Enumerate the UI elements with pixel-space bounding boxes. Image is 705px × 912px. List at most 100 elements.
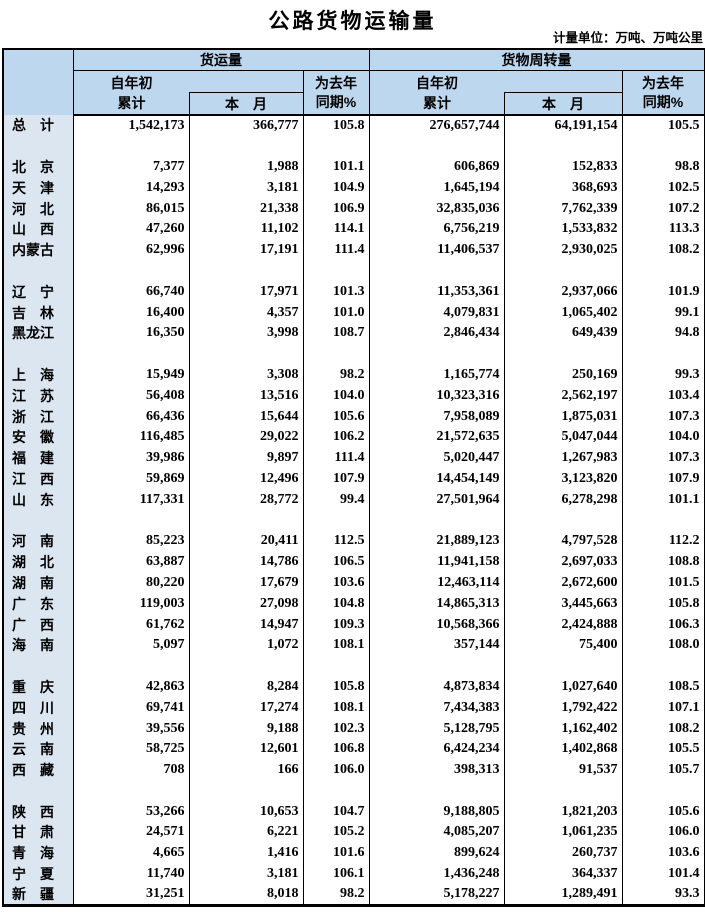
value-cell: 105.5 [668,741,700,757]
table-row: 湖 北 63,887 14,786 106.5 11,941,158 2,697,033 1… [3,551,704,573]
value-cell: 108.2 [668,720,700,736]
current-month-label: 本 月 [225,95,267,112]
value-cell: 103.6 [668,845,700,861]
value-cell: 1,165,774 [369,364,505,386]
value-cell: 152,833 [504,156,623,178]
province-cell: 广 西 [3,614,74,635]
spacer-row [3,135,704,157]
province-cell: 总 计 [3,115,74,136]
table-row: 甘 肃 24,571 6,221 105.2 4,085,207 1,061,235 106… [3,822,704,843]
province-cell: 湖 南 [3,572,74,594]
value-cell: 105.5 [668,117,700,133]
cumulative-line1: 自年初 [416,74,459,91]
value-cell: 20,411 [189,530,304,552]
current-month-header-1: 本 月 [188,92,303,114]
value-cell: 59,869 [73,468,190,490]
value-cell: 105.8 [668,595,700,611]
current-month-label: 本 月 [542,95,585,112]
value-cell: 27,501,964 [369,489,505,511]
value-cell: 111.4 [303,447,370,469]
value-cell: 1,436,248 [369,863,505,885]
value-cell: 108.8 [668,554,700,570]
value-cell [369,343,505,365]
value-cell: 649,439 [504,322,623,344]
group-header-row: 货运量 货物周转量 [3,49,705,115]
value-cell: 101.4 [668,866,700,882]
value-cell: 107.2 [668,200,700,216]
province-cell: 安 徽 [3,426,74,448]
province-cell: 重 庆 [3,676,74,698]
value-cell: 105.8 [303,676,370,698]
value-cell: 58,725 [73,738,190,760]
province-cell: 黑龙江 [3,322,74,344]
value-cell: 56,408 [73,385,190,407]
province-cell: 四 川 [3,697,74,719]
value-cell: 9,188 [189,718,304,739]
value-cell [189,510,304,531]
value-cell: 31,251 [73,884,190,906]
table-row: 四 川 69,741 17,274 108.1 7,434,383 1,792,422 10… [3,697,704,719]
value-cell [303,510,370,531]
value-cell: 708 [73,759,190,781]
value-cell: 101.1 [303,156,370,178]
value-cell: 8,018 [189,884,304,906]
province-cell: 上 海 [3,364,74,386]
value-cell: 7,377 [73,156,190,178]
value-cell: 12,463,114 [369,572,505,594]
province-cell: 新 疆 [3,884,74,906]
value-cell: 107.9 [303,468,370,490]
value-cell: 1,416 [189,842,304,864]
value-cell: 114.1 [303,218,370,240]
group-header-freight-turnover: 货物周转量 [369,49,705,71]
yoy-line1: 为去年 [315,74,357,91]
value-cell: 899,624 [369,842,505,864]
value-cell: 1,821,203 [504,801,623,823]
value-cell: 119,003 [73,593,190,615]
value-cell: 14,786 [189,551,304,573]
value-cell: 15,644 [189,406,304,427]
value-cell [73,510,190,531]
value-cell [303,343,370,365]
cumulative-header-1: 自年初 累计 [74,71,190,113]
value-cell: 6,756,219 [369,218,505,240]
value-cell: 1,645,194 [369,177,505,199]
value-cell: 117,331 [73,489,190,511]
value-cell: 5,128,795 [369,718,505,739]
value-cell: 21,889,123 [369,530,505,552]
province-cell: 陕 西 [3,801,74,823]
value-cell [622,344,704,365]
province-cell: 宁 夏 [3,863,74,885]
province-cell: 浙 江 [3,406,74,427]
value-cell: 1,267,983 [504,447,623,469]
value-cell: 63,887 [73,551,190,573]
value-cell: 103.4 [668,387,700,403]
table-row: 云 南 58,725 12,601 106.8 6,424,234 1,402,868 10… [3,738,704,760]
value-cell: 107.3 [668,408,700,424]
value-cell: 106.9 [303,198,370,219]
table-row: 山 西 47,260 11,102 114.1 6,756,219 1,533,832 11… [3,218,704,240]
province-cell: 贵 州 [3,718,74,739]
value-cell: 101.3 [303,281,370,303]
value-cell: 1,027,640 [504,676,623,698]
value-cell: 80,220 [73,572,190,594]
table-row: 贵 州 39,556 9,188 102.3 5,128,795 1,162,402 108… [3,718,704,739]
value-cell: 107.3 [668,450,700,466]
value-cell: 105.2 [303,822,370,843]
province-cell: 云 南 [3,738,74,760]
value-cell: 2,937,066 [504,281,623,303]
value-cell: 116,485 [73,426,190,448]
value-cell: 75,400 [504,634,623,656]
value-cell: 3,308 [189,364,304,386]
value-cell: 106.3 [668,616,700,632]
value-cell: 106.0 [303,759,370,781]
value-cell: 66,436 [73,406,190,427]
value-cell [504,135,623,157]
value-cell: 2,930,025 [504,239,623,261]
value-cell [73,343,190,365]
cumulative-line1: 自年初 [110,74,153,91]
value-cell: 101.6 [303,842,370,864]
table-row: 安 徽 116,485 29,022 106.2 21,572,635 5,047,044… [3,426,704,448]
value-cell: 39,556 [73,718,190,739]
table-row: 黑龙江 16,350 3,998 108.7 2,846,434 649,439 94.8 [3,322,704,344]
value-cell: 4,079,831 [369,302,505,323]
